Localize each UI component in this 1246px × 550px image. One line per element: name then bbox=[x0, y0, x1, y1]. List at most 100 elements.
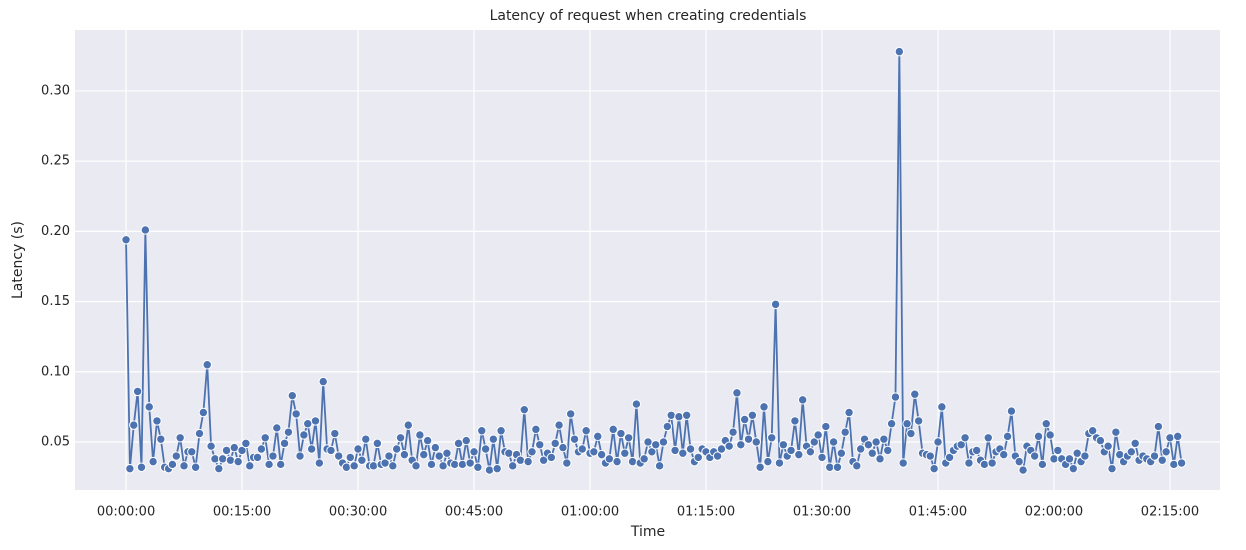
data-point bbox=[535, 440, 545, 450]
data-point bbox=[449, 459, 460, 470]
data-point bbox=[1149, 451, 1160, 461]
y-tick-label: 0.30 bbox=[41, 83, 70, 98]
data-point bbox=[388, 461, 398, 471]
data-point bbox=[206, 441, 216, 451]
data-point bbox=[457, 459, 468, 470]
data-point bbox=[361, 434, 371, 444]
data-point bbox=[442, 448, 452, 458]
data-point bbox=[728, 427, 738, 437]
data-point bbox=[913, 416, 924, 426]
x-axis-label: Time bbox=[630, 524, 665, 540]
data-point bbox=[577, 444, 587, 454]
data-point bbox=[666, 410, 676, 420]
data-point bbox=[763, 456, 773, 467]
data-point bbox=[187, 447, 197, 457]
data-point bbox=[937, 402, 947, 412]
data-point bbox=[272, 423, 282, 433]
data-point bbox=[345, 452, 355, 463]
data-point bbox=[755, 462, 765, 472]
plot-area bbox=[75, 30, 1220, 490]
data-point bbox=[306, 444, 317, 454]
data-point bbox=[844, 407, 854, 418]
data-point bbox=[871, 437, 881, 447]
data-point bbox=[1049, 454, 1059, 464]
data-point bbox=[144, 402, 154, 412]
data-point bbox=[279, 438, 290, 449]
data-point bbox=[956, 440, 966, 450]
data-point bbox=[797, 395, 808, 405]
data-point bbox=[469, 447, 479, 457]
data-point bbox=[805, 447, 816, 457]
x-tick-label: 00:30:00 bbox=[329, 505, 387, 520]
data-point bbox=[268, 451, 278, 461]
data-point bbox=[419, 449, 429, 460]
data-point bbox=[999, 449, 1009, 460]
data-point bbox=[152, 416, 162, 426]
data-point bbox=[1173, 431, 1183, 442]
data-point bbox=[813, 430, 823, 440]
data-point bbox=[121, 235, 131, 245]
data-point bbox=[295, 451, 305, 461]
data-point bbox=[198, 407, 209, 418]
data-point bbox=[647, 447, 657, 457]
data-point bbox=[1045, 430, 1055, 440]
data-point bbox=[125, 463, 135, 474]
data-point bbox=[461, 435, 471, 446]
data-point bbox=[527, 447, 537, 457]
data-point bbox=[964, 458, 974, 468]
y-tick-label: 0.20 bbox=[41, 224, 70, 239]
data-point bbox=[233, 456, 243, 467]
data-point bbox=[507, 461, 518, 471]
data-point bbox=[283, 427, 294, 437]
data-point bbox=[214, 463, 224, 474]
data-point bbox=[477, 426, 487, 436]
data-point bbox=[473, 462, 483, 472]
data-point bbox=[863, 440, 874, 450]
data-point bbox=[1033, 431, 1044, 442]
data-point bbox=[1165, 433, 1175, 443]
x-tick-label: 01:15:00 bbox=[677, 505, 735, 520]
data-point bbox=[654, 461, 665, 471]
data-point bbox=[639, 454, 649, 464]
data-point bbox=[569, 434, 580, 444]
data-point bbox=[616, 428, 626, 439]
data-point bbox=[716, 444, 727, 454]
data-point bbox=[933, 437, 943, 447]
data-point bbox=[562, 458, 572, 468]
data-point bbox=[554, 420, 564, 430]
data-point bbox=[415, 430, 425, 440]
data-point bbox=[1006, 406, 1017, 416]
data-point bbox=[260, 433, 270, 443]
data-point bbox=[519, 404, 529, 415]
data-point bbox=[944, 452, 955, 463]
data-point bbox=[987, 458, 997, 468]
data-point bbox=[867, 448, 877, 458]
data-point bbox=[264, 459, 274, 470]
data-point bbox=[218, 454, 228, 464]
data-point bbox=[426, 459, 437, 470]
data-point bbox=[589, 447, 599, 457]
data-point bbox=[333, 451, 344, 461]
data-point bbox=[480, 444, 491, 454]
data-point bbox=[349, 461, 359, 471]
y-axis-label: Latency (s) bbox=[10, 221, 26, 299]
data-point bbox=[275, 459, 286, 470]
x-tick-label: 02:00:00 bbox=[1025, 505, 1083, 520]
data-point bbox=[403, 420, 413, 430]
data-point bbox=[565, 409, 576, 419]
data-point bbox=[353, 444, 363, 454]
data-point bbox=[190, 462, 201, 472]
data-point bbox=[767, 433, 777, 443]
data-point bbox=[136, 462, 147, 472]
data-point bbox=[925, 451, 935, 461]
data-point bbox=[434, 451, 444, 461]
data-point bbox=[751, 437, 761, 447]
data-point bbox=[643, 437, 653, 447]
data-point bbox=[465, 458, 475, 468]
data-point bbox=[747, 410, 758, 420]
data-point bbox=[836, 448, 847, 458]
x-tick-label: 01:00:00 bbox=[561, 505, 619, 520]
data-point bbox=[132, 386, 143, 397]
data-point bbox=[399, 449, 410, 460]
